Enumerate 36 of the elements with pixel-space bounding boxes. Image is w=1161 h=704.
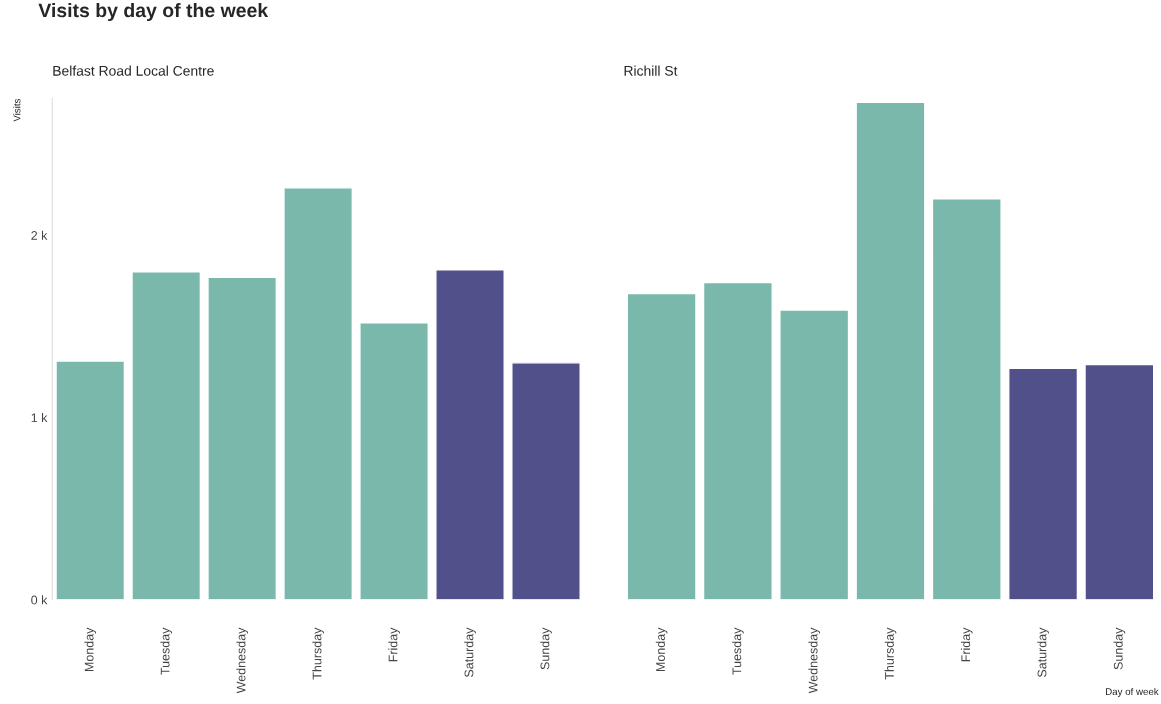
x-tick-label: Friday xyxy=(388,627,400,662)
x-tick-label: Sunday xyxy=(1113,627,1126,670)
bar xyxy=(1008,367,1079,600)
y-axis-title: Visits xyxy=(13,98,21,122)
chart-title: Visits by day of the week xyxy=(38,2,269,22)
x-axis-title: Day of week xyxy=(1105,687,1159,697)
x-tick-label: Saturday xyxy=(1037,627,1049,678)
x-tick-label: Tuesday xyxy=(732,627,744,675)
x-tick-label: Thursday xyxy=(312,627,324,680)
x-tick-label: Monday xyxy=(84,627,97,672)
x-tick-label: Friday xyxy=(960,627,973,662)
bar xyxy=(207,276,278,600)
bar xyxy=(931,198,1002,600)
bar xyxy=(55,360,126,600)
bar xyxy=(511,362,581,600)
chart-subtitle: Belfast Road Local Centre xyxy=(53,65,214,76)
x-tick-label: Monday xyxy=(655,627,668,672)
x-tick-label: Saturday xyxy=(464,627,476,678)
bar xyxy=(855,101,926,600)
x-tick-label: Thursday xyxy=(884,627,897,680)
x-tick-label: Wednesday xyxy=(808,627,821,694)
y-tick-label: 2 k xyxy=(31,230,48,240)
bar xyxy=(779,309,850,600)
x-tick-label: Tuesday xyxy=(160,627,173,675)
y-tick-label: 1 k xyxy=(31,413,48,423)
chart-subtitle: Richill St xyxy=(624,65,678,76)
bar xyxy=(435,269,505,600)
bar xyxy=(702,281,773,600)
bar xyxy=(359,322,429,600)
bar xyxy=(283,187,353,600)
x-tick-label: Wednesday xyxy=(236,627,248,694)
bar xyxy=(131,271,202,600)
x-tick-label: Sunday xyxy=(540,627,552,670)
bar xyxy=(1084,363,1155,600)
y-tick-label: 0 k xyxy=(31,595,48,605)
bar xyxy=(626,292,697,600)
